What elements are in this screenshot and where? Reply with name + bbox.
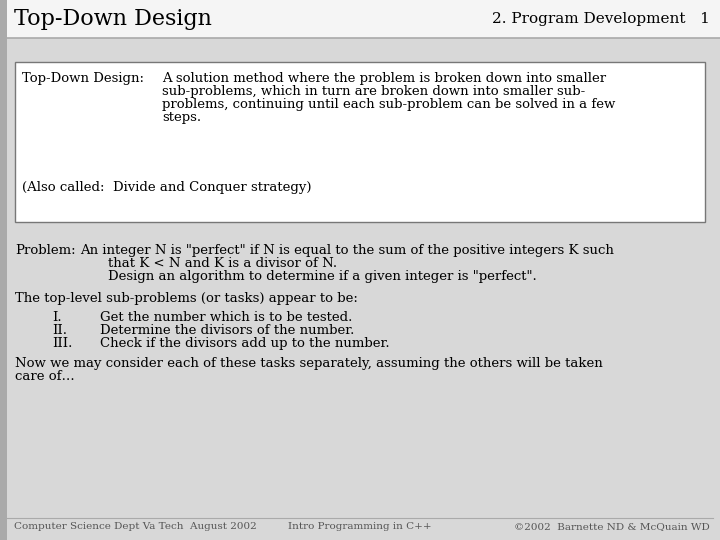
- Text: care of…: care of…: [15, 370, 75, 383]
- Text: Top-Down Design:: Top-Down Design:: [22, 72, 144, 85]
- Text: 2. Program Development   1: 2. Program Development 1: [492, 12, 710, 26]
- Text: A solution method where the problem is broken down into smaller: A solution method where the problem is b…: [162, 72, 606, 85]
- Bar: [15, 62, 705, 222]
- Text: I.: I.: [52, 311, 62, 324]
- Text: An integer N is "perfect" if N is equal to the sum of the positive integers K su: An integer N is "perfect" if N is equal …: [80, 244, 614, 257]
- Text: ©2002  Barnette ND & McQuain WD: ©2002 Barnette ND & McQuain WD: [514, 522, 710, 531]
- Text: Check if the divisors add up to the number.: Check if the divisors add up to the numb…: [100, 337, 390, 350]
- Text: (Also called:  Divide and Conquer strategy): (Also called: Divide and Conquer strateg…: [22, 181, 312, 194]
- Text: Determine the divisors of the number.: Determine the divisors of the number.: [100, 324, 354, 337]
- Text: Problem:: Problem:: [15, 244, 76, 257]
- Text: Design an algorithm to determine if a given integer is "perfect".: Design an algorithm to determine if a gi…: [108, 270, 536, 283]
- Text: steps.: steps.: [162, 111, 201, 124]
- Bar: [0, 0, 720, 38]
- Text: Get the number which is to be tested.: Get the number which is to be tested.: [100, 311, 352, 324]
- Bar: [0, 0, 7, 540]
- Text: Computer Science Dept Va Tech  August 2002: Computer Science Dept Va Tech August 200…: [14, 522, 257, 531]
- Text: II.: II.: [52, 324, 67, 337]
- Text: The top-level sub-problems (or tasks) appear to be:: The top-level sub-problems (or tasks) ap…: [15, 292, 358, 305]
- Text: III.: III.: [52, 337, 73, 350]
- Text: sub-problems, which in turn are broken down into smaller sub-: sub-problems, which in turn are broken d…: [162, 85, 585, 98]
- Text: Now we may consider each of these tasks separately, assuming the others will be : Now we may consider each of these tasks …: [15, 357, 603, 370]
- Text: Intro Programming in C++: Intro Programming in C++: [288, 522, 432, 531]
- Text: that K < N and K is a divisor of N.: that K < N and K is a divisor of N.: [108, 257, 337, 270]
- Text: Top-Down Design: Top-Down Design: [14, 8, 212, 30]
- Text: problems, continuing until each sub-problem can be solved in a few: problems, continuing until each sub-prob…: [162, 98, 616, 111]
